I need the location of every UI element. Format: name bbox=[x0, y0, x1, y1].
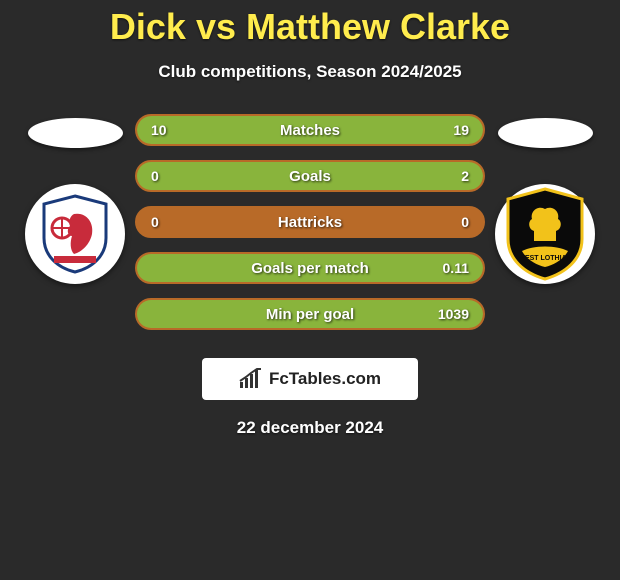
stat-bar: 10 Matches 19 bbox=[135, 114, 485, 146]
stat-bars: 10 Matches 19 0 Goals 2 0 Hattricks 0 Goals per m… bbox=[135, 114, 485, 344]
right-player-column: WEST LOTHIAN bbox=[485, 114, 605, 284]
stat-left-value: 10 bbox=[151, 122, 167, 138]
left-player-column bbox=[15, 114, 135, 284]
brand-label: FcTables.com bbox=[269, 369, 381, 389]
left-club-crest bbox=[25, 184, 125, 284]
right-club-crest: WEST LOTHIAN bbox=[495, 184, 595, 284]
stat-bar: Min per goal 1039 bbox=[135, 298, 485, 330]
stat-right-value: 0 bbox=[461, 214, 469, 230]
stat-bar: 0 Goals 2 bbox=[135, 160, 485, 192]
comparison-body: 10 Matches 19 0 Goals 2 0 Hattricks 0 Goals per m… bbox=[0, 114, 620, 344]
stat-right-value: 1039 bbox=[438, 306, 469, 322]
stat-bar: Goals per match 0.11 bbox=[135, 252, 485, 284]
comparison-card: Dick vs Matthew Clarke Club competitions… bbox=[0, 0, 620, 438]
stat-label: Matches bbox=[280, 122, 340, 139]
right-jersey-icon bbox=[498, 118, 593, 148]
page-title: Dick vs Matthew Clarke bbox=[0, 6, 620, 48]
date-label: 22 december 2024 bbox=[0, 418, 620, 438]
stat-right-value: 2 bbox=[461, 168, 469, 184]
stat-left-value: 0 bbox=[151, 168, 159, 184]
stat-label: Goals per match bbox=[251, 260, 369, 277]
chart-icon bbox=[239, 368, 263, 390]
stat-label: Hattricks bbox=[278, 214, 342, 231]
stat-label: Goals bbox=[289, 168, 331, 185]
svg-text:WEST LOTHIAN: WEST LOTHIAN bbox=[518, 255, 571, 262]
stat-right-value: 19 bbox=[453, 122, 469, 138]
brand-badge[interactable]: FcTables.com bbox=[202, 358, 418, 400]
stat-left-value: 0 bbox=[151, 214, 159, 230]
stat-label: Min per goal bbox=[266, 306, 354, 323]
stat-bar: 0 Hattricks 0 bbox=[135, 206, 485, 238]
left-jersey-icon bbox=[28, 118, 123, 148]
stat-right-value: 0.11 bbox=[443, 260, 469, 276]
subtitle: Club competitions, Season 2024/2025 bbox=[0, 62, 620, 82]
